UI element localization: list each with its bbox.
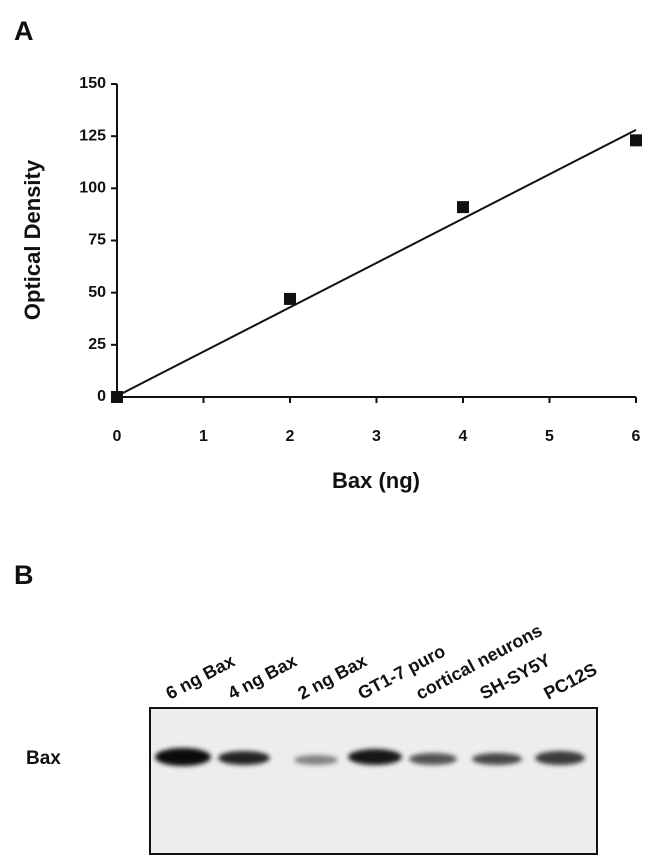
y-tick-label: 50	[88, 284, 106, 301]
x-tick-label: 0	[113, 428, 122, 445]
band	[348, 749, 402, 765]
y-tick-label: 125	[79, 127, 106, 144]
lane-label: 6 ng Bax	[162, 651, 238, 704]
blot-frame	[150, 708, 597, 854]
y-tick-label: 75	[88, 232, 106, 249]
fit-line	[117, 130, 636, 396]
data-point	[457, 201, 469, 213]
x-tick-label: 5	[545, 428, 554, 445]
row-label: Bax	[26, 748, 61, 769]
data-point	[111, 391, 123, 403]
band	[472, 753, 522, 765]
band	[409, 753, 457, 765]
x-tick-label: 2	[286, 428, 295, 445]
y-tick-label: 100	[79, 180, 106, 197]
y-axis-title: Optical Density	[20, 159, 45, 320]
x-axis-title: Bax (ng)	[332, 468, 420, 493]
x-tick-label: 1	[199, 428, 208, 445]
data-point	[630, 134, 642, 146]
band	[294, 755, 338, 765]
x-tick-label: 4	[459, 428, 468, 445]
panel-label: B	[14, 560, 34, 590]
band	[218, 751, 270, 765]
y-tick-label: 0	[97, 388, 106, 405]
figure: A Bax (ng) Optical Density B Bax 0255075…	[0, 0, 655, 857]
blot	[150, 708, 597, 854]
band	[155, 748, 211, 766]
y-tick-label: 25	[88, 336, 106, 353]
band	[535, 751, 585, 765]
panel-label: A	[14, 16, 34, 46]
x-tick-label: 6	[632, 428, 641, 445]
y-tick-label: 150	[79, 75, 106, 92]
data-point	[284, 293, 296, 305]
lane-label: 4 ng Bax	[224, 651, 300, 704]
x-tick-label: 3	[372, 428, 381, 445]
